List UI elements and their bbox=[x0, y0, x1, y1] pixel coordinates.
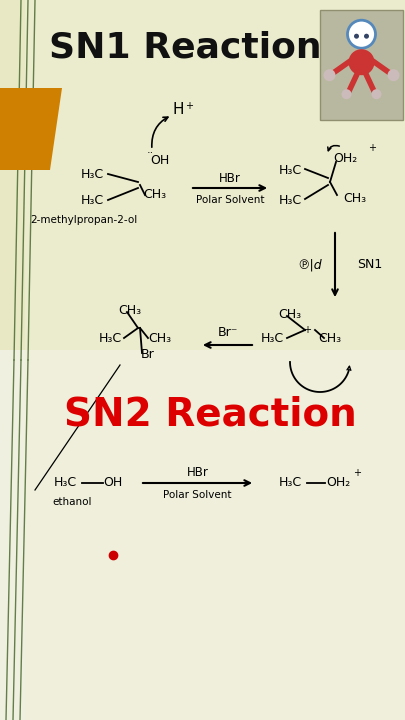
Circle shape bbox=[348, 49, 375, 75]
Text: ··: ·· bbox=[146, 148, 153, 158]
Text: +: + bbox=[185, 101, 193, 111]
Text: Polar Solvent: Polar Solvent bbox=[196, 195, 264, 205]
Text: OH: OH bbox=[150, 153, 170, 166]
Text: CH₃: CH₃ bbox=[343, 192, 367, 204]
Text: H₃C: H₃C bbox=[260, 331, 284, 344]
Text: OH: OH bbox=[103, 477, 123, 490]
Text: SN1 Reaction: SN1 Reaction bbox=[49, 30, 321, 64]
FancyArrowPatch shape bbox=[328, 145, 339, 150]
Circle shape bbox=[388, 69, 399, 81]
Text: CH₃: CH₃ bbox=[149, 331, 172, 344]
Text: +: + bbox=[303, 325, 311, 335]
Text: H₃C: H₃C bbox=[98, 331, 121, 344]
Text: H₃C: H₃C bbox=[53, 477, 77, 490]
Bar bbox=[0, 350, 405, 720]
Bar bbox=[320, 10, 403, 120]
Text: OH₂: OH₂ bbox=[326, 477, 350, 490]
Text: +: + bbox=[353, 468, 361, 478]
Text: SN2 Reaction: SN2 Reaction bbox=[64, 396, 356, 434]
Text: ethanol: ethanol bbox=[52, 497, 92, 507]
Text: 2-methylpropan-2-ol: 2-methylpropan-2-ol bbox=[30, 215, 137, 225]
Text: Polar Solvent: Polar Solvent bbox=[163, 490, 232, 500]
Text: Br⁻: Br⁻ bbox=[218, 326, 238, 340]
Circle shape bbox=[371, 89, 382, 99]
Polygon shape bbox=[0, 88, 62, 170]
FancyArrowPatch shape bbox=[347, 366, 351, 370]
Text: HBr: HBr bbox=[219, 171, 241, 184]
Circle shape bbox=[324, 69, 335, 81]
Circle shape bbox=[364, 34, 369, 39]
Text: CH₃: CH₃ bbox=[318, 331, 341, 344]
Text: H₃C: H₃C bbox=[81, 194, 104, 207]
Text: H₃C: H₃C bbox=[279, 477, 302, 490]
Circle shape bbox=[341, 89, 352, 99]
Text: ℗|d: ℗|d bbox=[298, 258, 322, 271]
Text: SN1: SN1 bbox=[357, 258, 383, 271]
Text: Br: Br bbox=[141, 348, 155, 361]
Text: CH₃: CH₃ bbox=[143, 189, 166, 202]
FancyArrowPatch shape bbox=[152, 117, 168, 147]
Text: CH₃: CH₃ bbox=[118, 304, 142, 317]
Text: +: + bbox=[368, 143, 376, 153]
Text: H₃C: H₃C bbox=[279, 163, 302, 176]
Circle shape bbox=[354, 34, 359, 39]
Text: H₃C: H₃C bbox=[81, 168, 104, 181]
Text: HBr: HBr bbox=[187, 467, 209, 480]
Circle shape bbox=[347, 20, 375, 48]
Text: H₃C: H₃C bbox=[279, 194, 302, 207]
Text: OH₂: OH₂ bbox=[333, 151, 357, 164]
Text: CH₃: CH₃ bbox=[279, 308, 302, 322]
Text: H: H bbox=[172, 102, 184, 117]
